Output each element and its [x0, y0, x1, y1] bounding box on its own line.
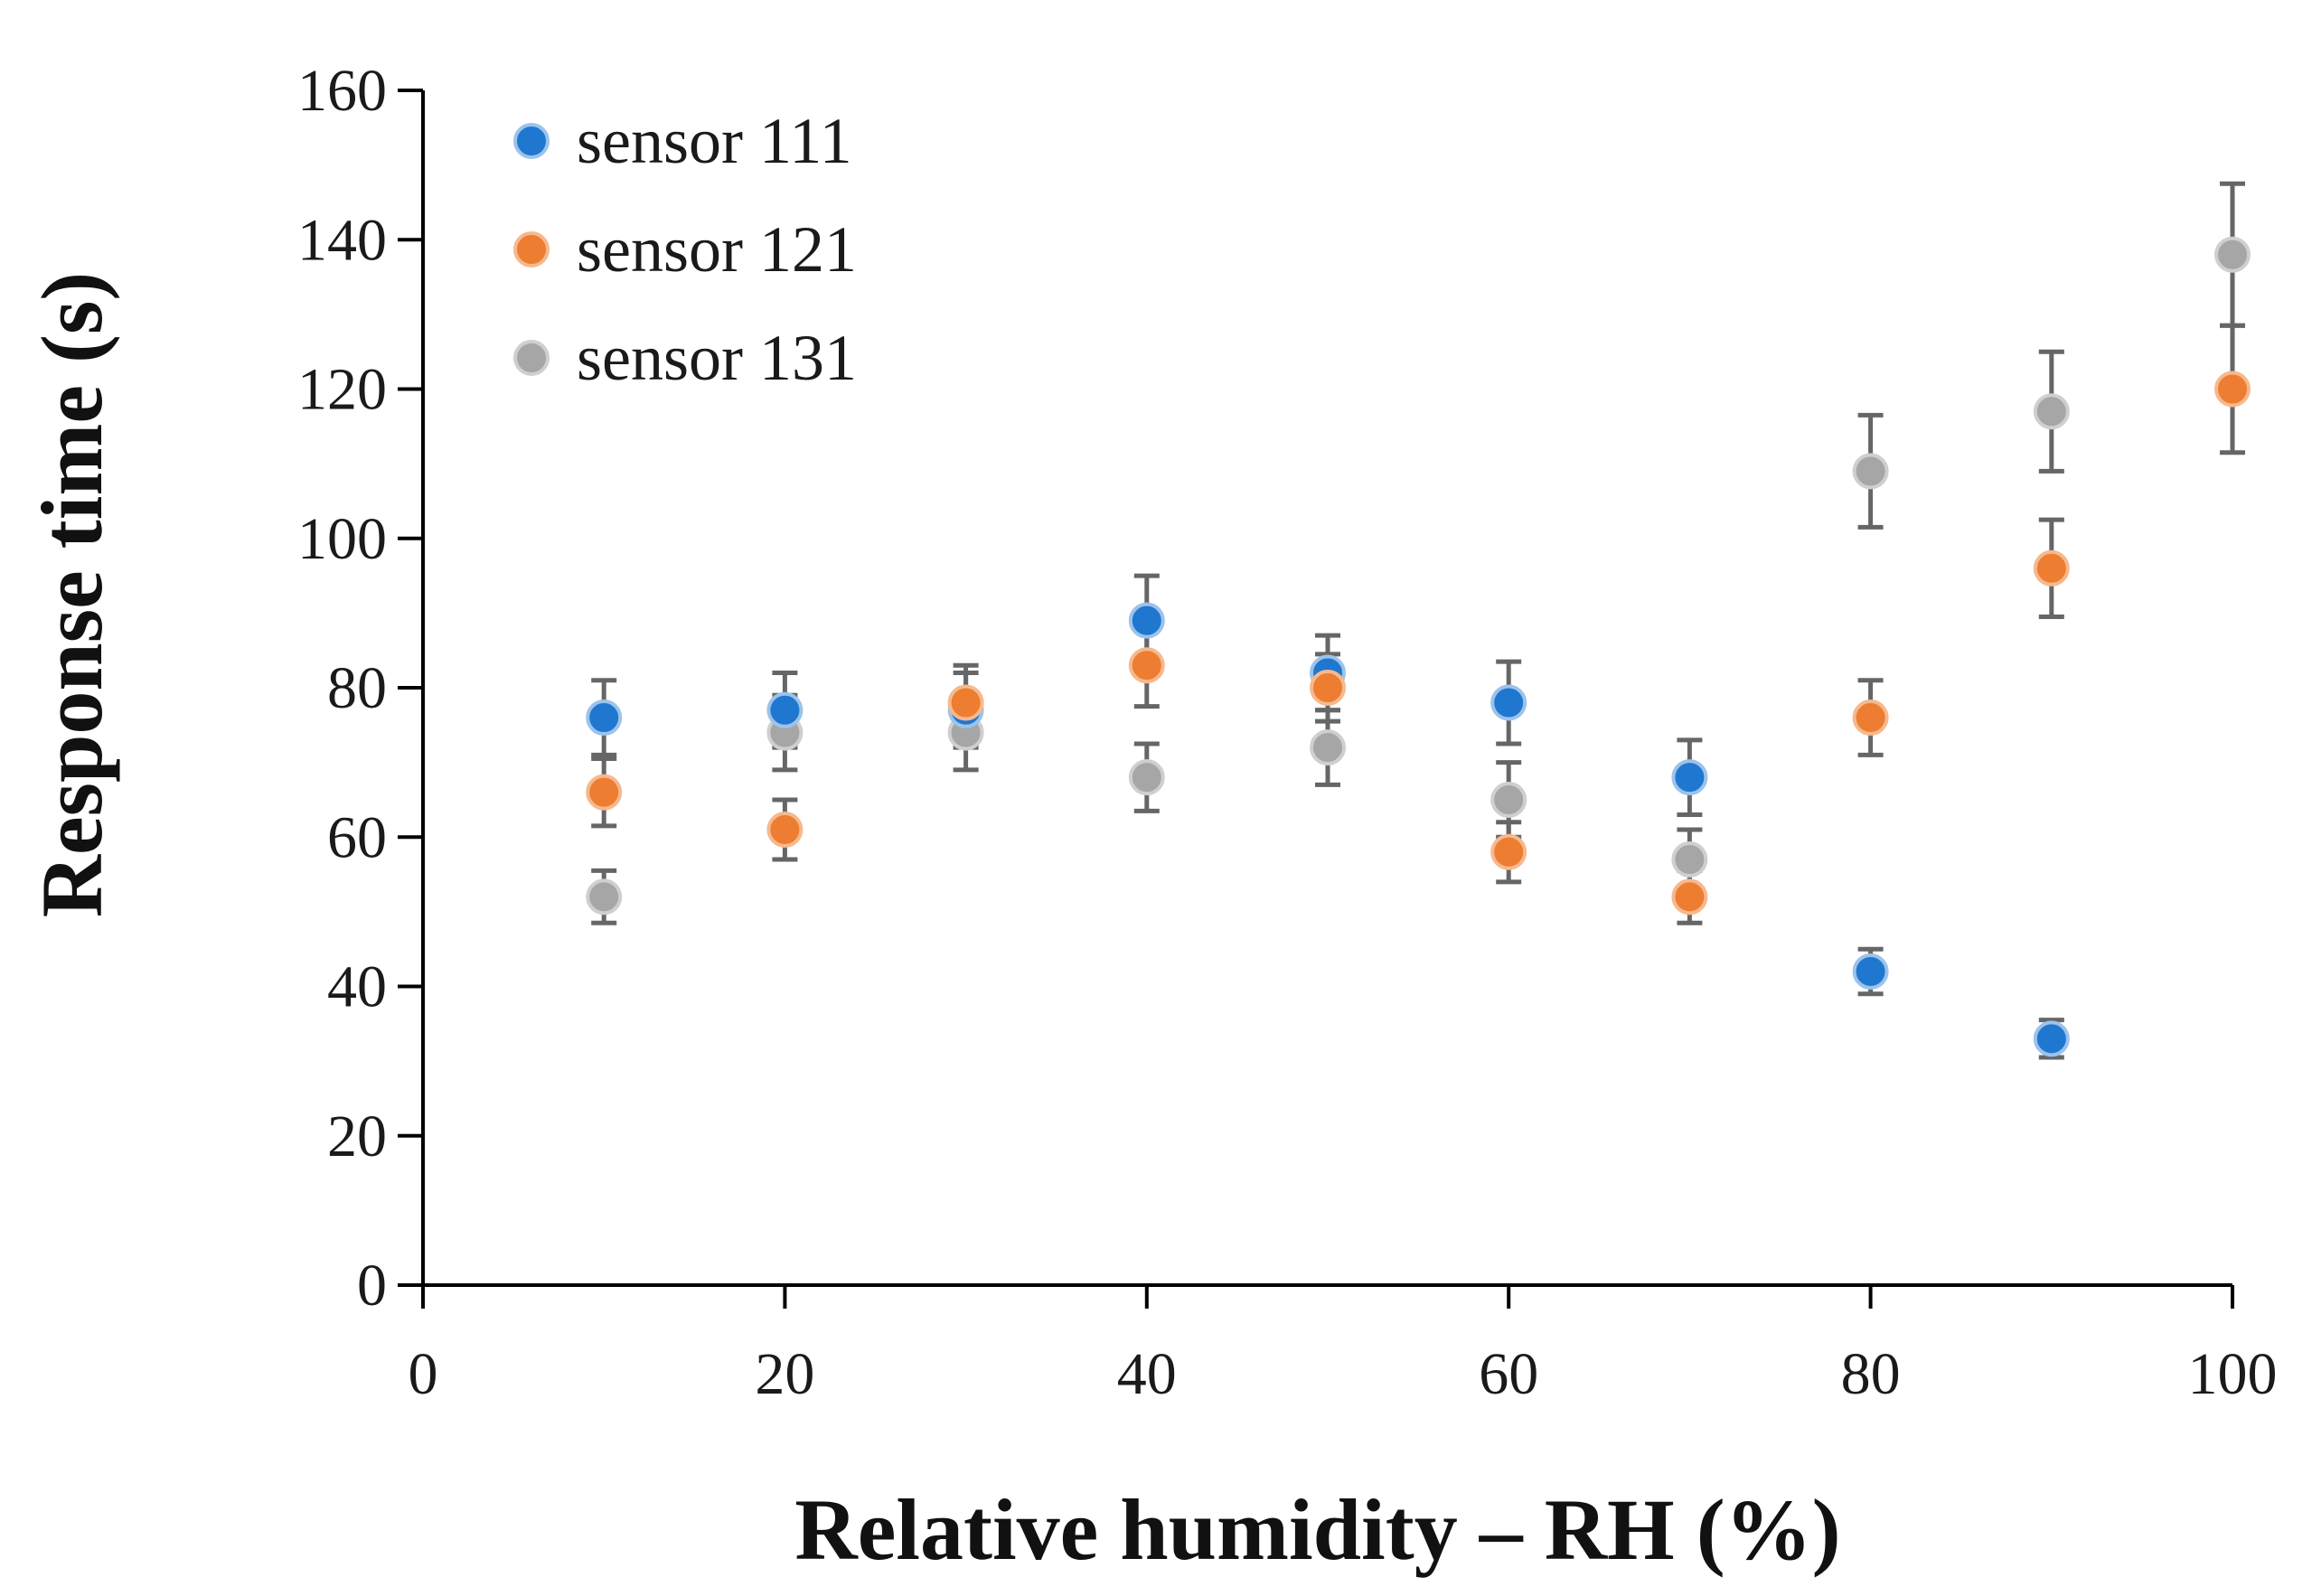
error-bars [591, 181, 2245, 1060]
legend-marker [513, 340, 550, 376]
data-point-sensor-121 [586, 774, 623, 811]
data-point-sensor-121 [766, 811, 804, 848]
data-point-sensor-111 [1671, 759, 1708, 796]
legend-label: sensor 111 [577, 105, 852, 177]
y-tick-label: 0 [357, 1253, 387, 1319]
x-tick-label: 60 [1479, 1341, 1538, 1407]
data-point-sensor-131 [1310, 729, 1346, 766]
y-tick-label: 140 [297, 207, 387, 273]
data-point-sensor-121 [1490, 833, 1527, 870]
legend-label: sensor 131 [577, 322, 857, 394]
legend: sensor 111 sensor 121 sensor 131 [513, 105, 857, 394]
data-point-sensor-131 [1852, 453, 1889, 490]
y-tick-label: 20 [327, 1103, 387, 1169]
data-point-sensor-121 [1671, 878, 1708, 915]
y-tick-label: 40 [327, 954, 387, 1020]
legend-marker [513, 231, 550, 268]
data-point-sensor-131 [1128, 759, 1165, 796]
data-point-sensor-111 [2033, 1020, 2070, 1057]
data-point-sensor-131 [2214, 236, 2251, 273]
data-point-sensor-111 [1128, 602, 1165, 639]
y-tick-label: 80 [327, 655, 387, 721]
x-tick-label: 20 [755, 1341, 814, 1407]
legend-label: sensor 121 [577, 213, 857, 286]
data-point-sensor-111 [586, 699, 623, 737]
data-point-sensor-111 [1852, 953, 1889, 990]
data-point-sensor-121 [2033, 549, 2070, 587]
y-axis-title: Response time (s) [23, 272, 120, 918]
data-point-sensor-131 [2033, 393, 2070, 430]
y-tick-label: 60 [327, 804, 387, 870]
x-tick-label: 80 [1841, 1341, 1901, 1407]
x-tick-label: 100 [2188, 1341, 2278, 1407]
y-tick-label: 100 [297, 506, 387, 572]
x-tick-label: 0 [409, 1341, 438, 1407]
data-point-sensor-121 [2214, 371, 2251, 408]
x-axis-title: Relative humidity – RH (%) [794, 1481, 1840, 1578]
y-tick-label: 160 [297, 58, 387, 124]
data-point-sensor-121 [947, 684, 984, 721]
y-tick-label: 120 [297, 357, 387, 423]
x-tick-label: 40 [1117, 1341, 1177, 1407]
data-point-sensor-131 [1671, 841, 1708, 878]
data-points [586, 236, 2251, 1057]
data-point-sensor-111 [1490, 684, 1527, 721]
data-point-sensor-131 [586, 878, 623, 915]
data-point-sensor-121 [1310, 670, 1346, 706]
legend-marker [513, 123, 550, 159]
data-point-sensor-111 [766, 691, 804, 728]
ticks: 0 20 40 60 80 100 120 140 160 0 20 40 60 80 100 [297, 58, 2278, 1407]
data-point-sensor-121 [1852, 699, 1889, 737]
data-point-sensor-131 [1490, 781, 1527, 818]
data-point-sensor-121 [1128, 647, 1165, 684]
